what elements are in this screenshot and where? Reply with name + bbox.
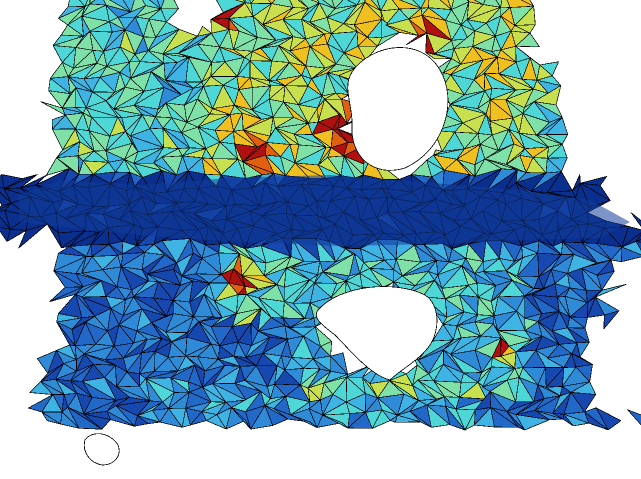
mesh-triangle <box>234 0 246 4</box>
mesh-triangle <box>6 228 27 242</box>
mesh-triangle <box>268 0 276 4</box>
mesh-triangle <box>445 405 466 431</box>
mesh-triangle <box>425 52 453 60</box>
mesh-triangle <box>264 405 289 426</box>
mesh-triangle <box>595 407 622 431</box>
mesh-triangle <box>426 404 451 428</box>
mesh-triangle <box>621 246 641 263</box>
mesh-triangle <box>346 0 361 6</box>
mesh-triangle <box>490 407 519 428</box>
mesh-triangle <box>106 410 135 427</box>
mesh-triangle <box>18 223 48 249</box>
mesh-triangle <box>514 24 536 34</box>
mesh-triangle <box>322 414 349 429</box>
mesh-triangle <box>290 414 318 428</box>
mesh-triangle <box>83 413 111 430</box>
mesh-triangle <box>563 413 590 427</box>
mesh-triangle <box>409 410 432 428</box>
mesh-triangle <box>473 0 486 5</box>
mesh-triangle <box>231 407 252 430</box>
mesh-triangle <box>67 406 103 430</box>
mesh-triangle <box>156 0 165 10</box>
mesh-triangle <box>385 24 419 36</box>
mesh-triangle <box>630 212 641 227</box>
mesh-triangle <box>0 174 5 190</box>
mesh-triangle <box>242 0 246 4</box>
mesh-triangle <box>506 411 526 431</box>
mesh-triangle <box>405 32 428 46</box>
mesh-hole <box>347 47 449 171</box>
mesh-triangle <box>520 0 535 7</box>
mesh-hole <box>83 433 120 466</box>
mesh-triangle <box>534 410 564 421</box>
mesh-hole <box>315 286 438 381</box>
mesh-triangle <box>546 157 568 172</box>
mesh-triangle <box>596 270 615 291</box>
mesh-triangle <box>41 411 61 425</box>
mesh-triangle <box>495 0 503 8</box>
mesh-triangle <box>545 134 569 145</box>
mesh-triangle <box>447 0 454 10</box>
mesh-triangle <box>395 414 422 423</box>
mesh-surface <box>0 0 641 431</box>
horizontal-strut <box>18 175 630 246</box>
mesh-triangle <box>357 45 378 61</box>
mesh-holes <box>83 47 449 466</box>
mesh-triangle <box>60 411 80 429</box>
mesh-triangle <box>515 32 540 48</box>
mesh-triangle <box>377 32 401 47</box>
mesh-triangle <box>595 283 627 298</box>
mesh-triangle <box>137 415 161 425</box>
mesh-triangle <box>160 0 179 10</box>
mesh-triangle <box>584 411 609 431</box>
mesh-triangle <box>515 414 550 431</box>
mesh-triangle <box>627 409 641 426</box>
mesh-triangle <box>603 310 620 330</box>
strut-shade <box>18 175 630 246</box>
